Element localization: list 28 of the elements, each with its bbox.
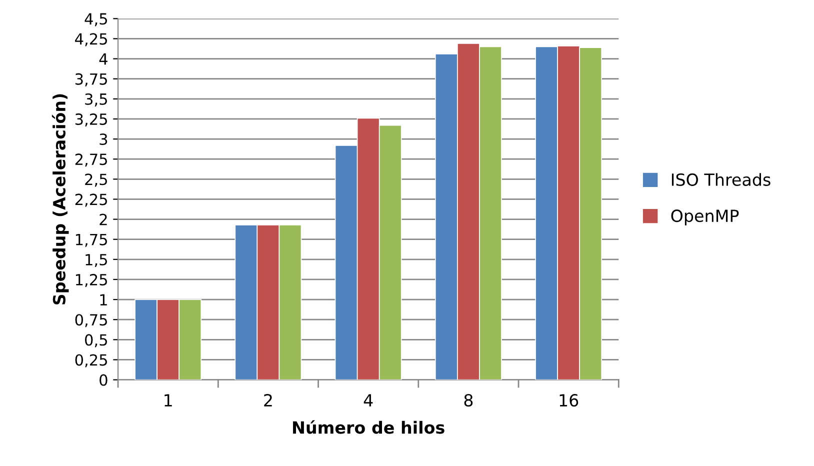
y-axis-title: Speedup (Aceleración) <box>52 94 69 304</box>
y-tick-label: 1 <box>100 294 107 306</box>
y-tick-label: 3,5 <box>85 93 107 106</box>
y-tick-label: 4,25 <box>75 33 107 46</box>
y-tick-label: 2 <box>100 214 107 226</box>
x-tick-label: 4 <box>364 394 373 406</box>
y-tick-label: 0,5 <box>85 334 107 348</box>
y-tick-label: 0 <box>100 374 108 386</box>
y-tick-label: 1,25 <box>76 274 107 288</box>
y-tick-label: 1,75 <box>76 234 107 247</box>
legend-label: OpenMP <box>671 210 739 226</box>
x-tick-label: 16 <box>560 394 578 407</box>
x-tick-label: 8 <box>464 394 473 407</box>
y-tick-label: 2,75 <box>75 154 107 167</box>
x-tick-label: 2 <box>264 394 272 406</box>
y-tick-label: 0,25 <box>75 354 107 368</box>
y-tick-label: 0,75 <box>75 314 107 328</box>
legend-label: ISO Threads <box>672 173 770 186</box>
y-tick-label: 3,25 <box>75 113 107 127</box>
y-tick-label: 1,5 <box>86 254 107 267</box>
y-tick-label: 4 <box>99 53 108 65</box>
y-tick-label: 3 <box>100 133 108 146</box>
x-axis-title: Número de hilos <box>293 420 444 434</box>
y-tick-label: 2,25 <box>75 194 107 207</box>
y-tick-label: 2,5 <box>85 174 107 187</box>
y-tick-label: 4,5 <box>84 13 107 26</box>
x-tick-label: 1 <box>164 394 172 406</box>
y-tick-label: 3,75 <box>75 73 107 86</box>
